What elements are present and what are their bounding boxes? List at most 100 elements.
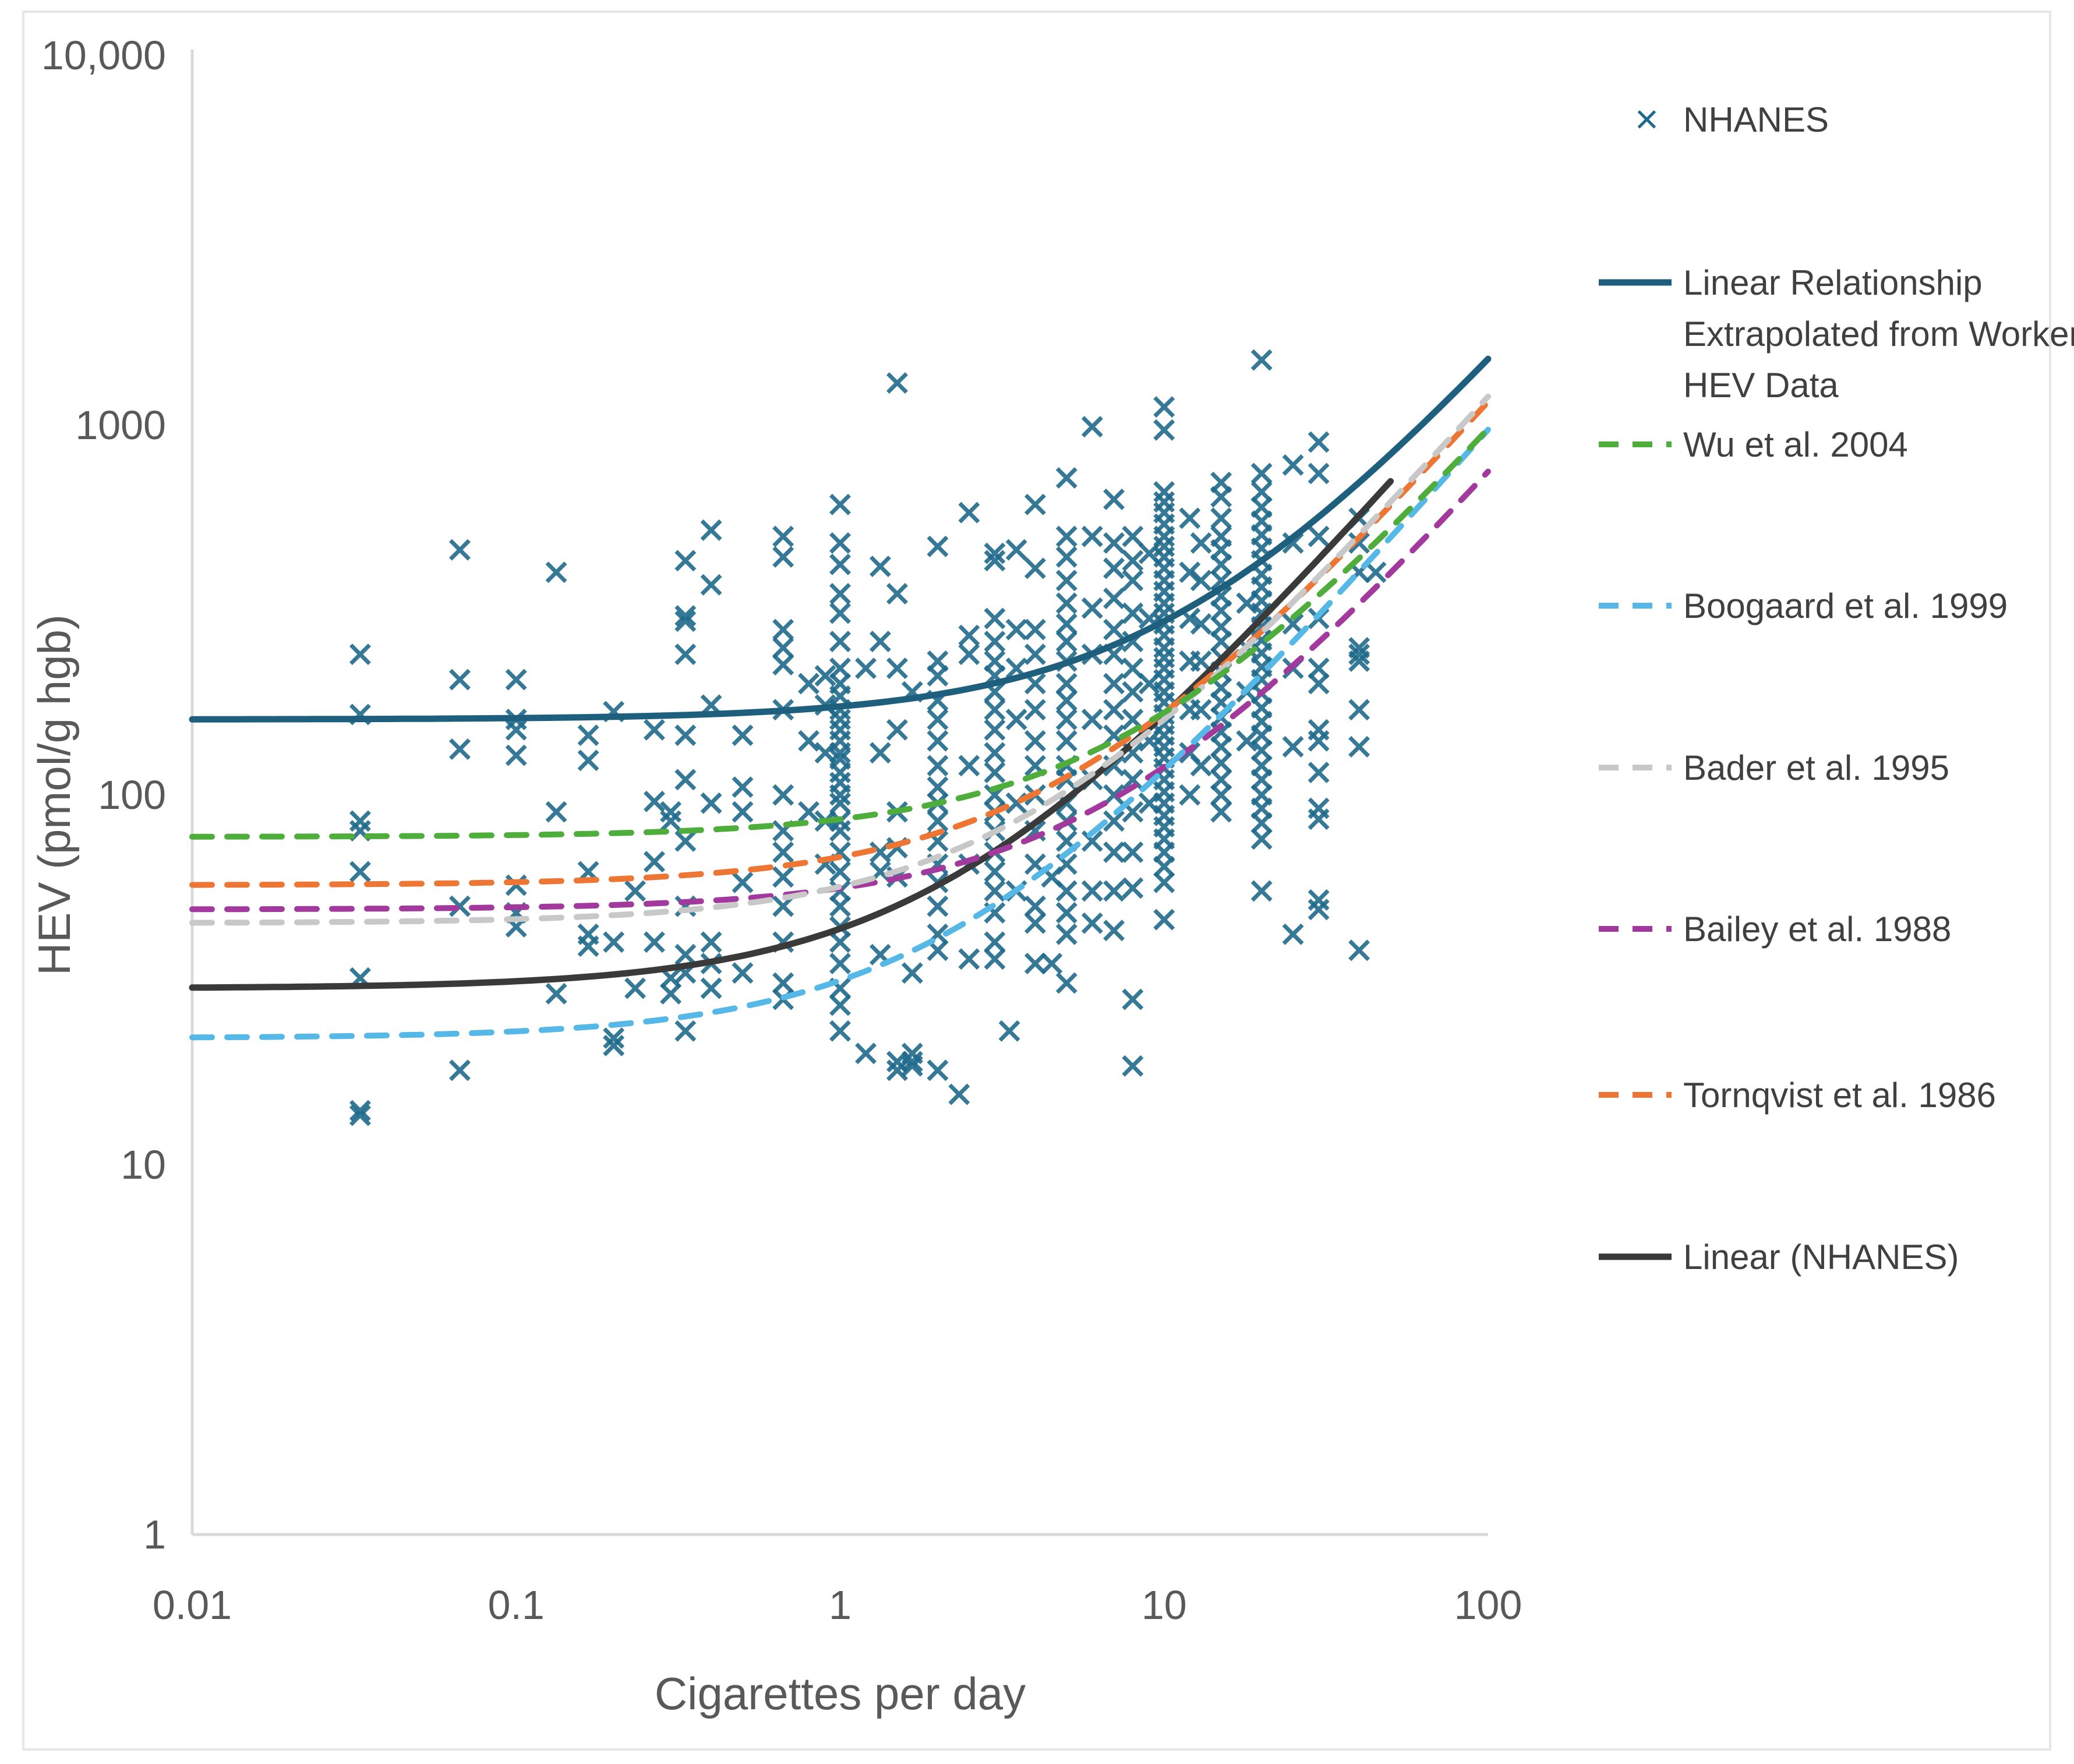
data-point: [624, 977, 646, 999]
data-point: [1210, 507, 1232, 529]
data-point: [984, 861, 1006, 883]
data-point: [505, 719, 527, 741]
data-point: [1103, 488, 1125, 510]
data-point: [603, 1027, 625, 1049]
data-point: [772, 972, 794, 994]
data-point: [644, 851, 665, 873]
data-point: [644, 790, 665, 812]
data-point: [1308, 808, 1330, 830]
y-axis-title: HEV (pmol/g hgb): [29, 614, 80, 975]
data-point: [772, 866, 794, 888]
data-point: [1308, 657, 1330, 680]
data-point: [829, 820, 851, 842]
data-point: [798, 730, 820, 752]
data-point: [1348, 532, 1370, 554]
data-point: [829, 532, 851, 554]
data-point: [1348, 699, 1370, 721]
data-point: [984, 631, 1006, 652]
data-point: [1282, 454, 1304, 476]
data-point: [624, 880, 646, 902]
data-point: [674, 550, 697, 572]
data-point: [1055, 546, 1077, 568]
data-point: [958, 644, 980, 666]
data-point: [603, 931, 625, 953]
data-point: [1153, 525, 1175, 547]
series-line: [189, 355, 1492, 723]
data-point: [1081, 880, 1103, 902]
data-point: [958, 948, 980, 970]
data-point: [1210, 486, 1232, 508]
series-lines: [189, 355, 1492, 1041]
data-point: [1103, 920, 1125, 942]
data-point: [674, 830, 697, 852]
data-point: [829, 742, 851, 764]
data-point: [1282, 613, 1304, 635]
data-point: [1005, 539, 1027, 561]
data-point: [814, 664, 836, 687]
data-point: [772, 637, 794, 659]
data-point: [1153, 908, 1175, 931]
data-point: [1005, 708, 1027, 730]
data-point: [1122, 1055, 1144, 1077]
data-point: [1348, 644, 1370, 666]
y-tick-label: 1: [143, 1512, 166, 1557]
data-point: [1081, 912, 1103, 934]
data-point: [1308, 730, 1330, 752]
legend-label: Bader et al. 1995: [1683, 748, 1949, 787]
data-point: [958, 624, 980, 646]
y-tick-label: 100: [98, 772, 166, 818]
series-line: [189, 478, 1394, 991]
data-point: [349, 1100, 371, 1122]
data-point: [927, 1059, 949, 1081]
legend: NHANES Linear Relationship Extrapolated fr…: [1599, 100, 2074, 1277]
data-point: [869, 631, 891, 652]
axes: [190, 50, 1488, 1536]
data-point: [1153, 481, 1175, 503]
data-point: [1153, 592, 1175, 614]
data-point: [886, 1059, 908, 1081]
data-point: [1179, 507, 1201, 529]
data-point: [700, 519, 722, 541]
data-point: [927, 664, 949, 687]
data-point: [1055, 730, 1077, 752]
data-point: [1055, 613, 1077, 635]
x-tick-label: 0.1: [488, 1582, 545, 1628]
data-point: [829, 895, 851, 917]
data-point: [829, 657, 851, 680]
data-point: [772, 841, 794, 863]
data-point: [1308, 889, 1330, 911]
data-point: [958, 755, 980, 777]
data-point: [1122, 570, 1144, 592]
data-point: [772, 653, 794, 676]
data-point: [772, 895, 794, 917]
data-point: [1122, 988, 1144, 1010]
legend-label: Bailey et al. 1988: [1683, 910, 1951, 949]
data-point: [1103, 699, 1125, 721]
data-point: [886, 583, 908, 605]
data-point: [1308, 761, 1330, 783]
data-point: [732, 724, 754, 747]
data-point: [1122, 681, 1144, 703]
data-point: [449, 895, 471, 917]
data-point: [869, 742, 891, 764]
data-point: [927, 776, 949, 798]
y-tick-label: 10,000: [41, 33, 166, 78]
data-point: [927, 810, 949, 832]
data-point: [798, 801, 820, 823]
data-point: [927, 730, 949, 752]
data-point: [674, 1020, 697, 1042]
series-line: [189, 398, 1491, 888]
data-point: [1210, 553, 1232, 575]
data-point: [998, 1020, 1020, 1042]
data-point: [700, 792, 722, 814]
data-point: [349, 644, 371, 666]
data-point: [1190, 755, 1212, 777]
data-point: [700, 931, 722, 953]
data-point: [1210, 784, 1232, 806]
data-point: [1122, 769, 1144, 791]
data-point: [1308, 462, 1330, 485]
scatter-points: [349, 349, 1387, 1126]
data-point: [577, 750, 599, 772]
legend-label: HEV Data: [1683, 366, 1839, 405]
data-point: [829, 931, 851, 953]
